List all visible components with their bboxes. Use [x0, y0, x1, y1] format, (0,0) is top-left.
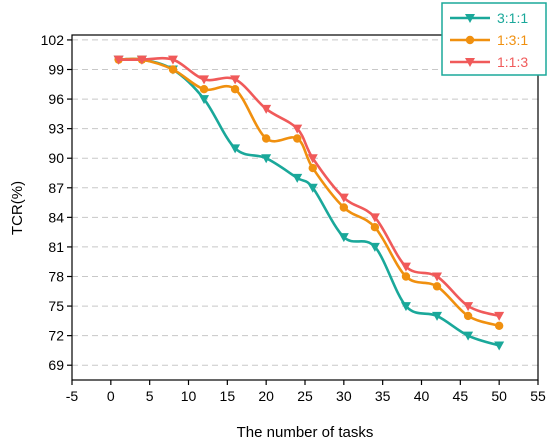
data-point	[230, 85, 240, 94]
data-point	[292, 124, 303, 134]
data-point	[230, 75, 241, 85]
x-tick-label: 5	[146, 388, 154, 404]
data-point	[494, 341, 505, 351]
data-point	[463, 302, 474, 312]
data-point	[261, 134, 271, 143]
axes: 69 72 75 78 81 84 87 90 93 96 99 102 -5 0 5 10 15 20 25 30 3…	[41, 32, 546, 404]
data-point	[463, 311, 473, 321]
x-tick-label: 0	[107, 388, 115, 404]
data-point	[339, 203, 349, 212]
data-point	[230, 144, 241, 154]
data-point	[293, 134, 302, 143]
y-tick-label: 81	[48, 239, 64, 255]
data-point	[307, 183, 318, 193]
y-tick-label: 87	[48, 180, 64, 196]
series-2	[114, 55, 504, 330]
x-tick-label: 40	[414, 388, 430, 404]
y-axis-title: TCR(%)	[9, 181, 26, 235]
y-tick-label: 75	[48, 298, 64, 314]
data-point	[369, 242, 380, 252]
data-point	[307, 154, 318, 164]
x-tick-label: 10	[181, 388, 197, 404]
legend-marker	[465, 58, 475, 67]
y-tick-label: 72	[48, 328, 64, 344]
data-point	[167, 55, 178, 65]
data-point	[400, 302, 411, 312]
series-3	[113, 55, 505, 321]
plot-frame	[71, 34, 539, 381]
data-point	[400, 262, 411, 272]
data-point	[432, 272, 443, 282]
x-tick-label: 30	[336, 388, 352, 404]
legend-marker	[465, 35, 475, 45]
data-point	[370, 223, 380, 232]
data-point	[261, 104, 272, 114]
data-point	[199, 75, 210, 85]
data-point	[308, 163, 317, 173]
data-point	[199, 95, 210, 105]
y-tick-label: 93	[48, 121, 64, 137]
data-point	[463, 331, 474, 341]
legend-marker	[465, 14, 475, 23]
data-point	[338, 193, 349, 203]
legend-label: 1:1:3	[497, 54, 528, 70]
legend-label: 1:3:1	[497, 32, 528, 48]
data-point	[338, 233, 349, 243]
x-tick-label: 45	[453, 388, 469, 404]
x-tick-label: 20	[258, 388, 274, 404]
data-point	[292, 173, 303, 183]
data-point	[369, 213, 380, 223]
gridlines	[72, 39, 538, 366]
x-tick-label: 50	[491, 388, 507, 404]
y-tick-label: 96	[48, 91, 64, 107]
legend: 3:1:1 1:3:1 1:1:3	[441, 2, 547, 76]
data-point	[261, 154, 272, 164]
y-tick-label: 99	[48, 62, 64, 78]
series-line	[118, 56, 500, 318]
data-point	[168, 65, 178, 74]
y-tick-label: 102	[41, 32, 65, 48]
y-tick-label: 69	[48, 357, 64, 373]
x-tick-label: 55	[530, 388, 546, 404]
legend-label: 3:1:1	[497, 10, 528, 26]
x-axis-title: The number of tasks	[237, 424, 374, 441]
series-line	[118, 57, 500, 347]
x-tick-label: 35	[375, 388, 391, 404]
data-point	[401, 272, 411, 281]
x-tick-label: 25	[297, 388, 313, 404]
data-point	[432, 311, 443, 321]
x-tick-label: -5	[66, 388, 79, 404]
y-tick-label: 78	[48, 269, 64, 285]
data-point	[432, 282, 442, 291]
data-point	[136, 55, 147, 65]
data-point	[494, 321, 504, 330]
y-tick-label: 84	[48, 209, 64, 225]
x-tick-label: 15	[220, 388, 236, 404]
data-point	[494, 311, 505, 321]
data-point	[199, 85, 209, 94]
y-tick-label: 90	[48, 150, 64, 166]
series-group	[113, 55, 505, 351]
data-point	[113, 55, 124, 65]
